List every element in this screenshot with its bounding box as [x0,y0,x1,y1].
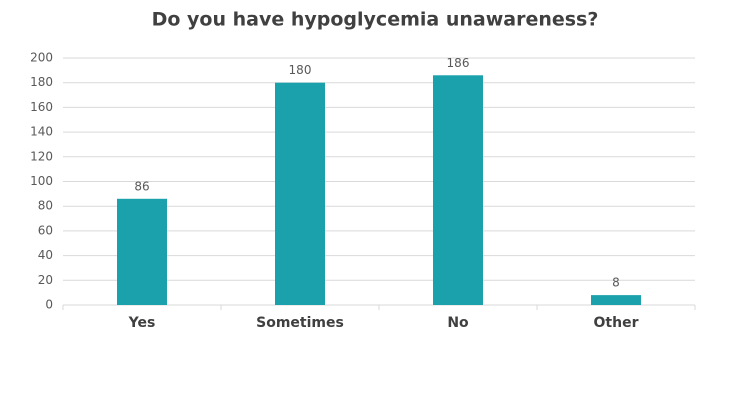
y-tick-label: 160 [30,100,53,114]
bar [433,75,483,305]
data-label: 86 [134,179,149,193]
y-tick-label: 120 [30,149,53,163]
bar [117,198,167,305]
y-tick-label: 40 [38,248,53,262]
y-tick-label: 0 [45,298,53,312]
x-tick-label: No [447,315,469,331]
bar [591,295,641,305]
x-tick-label: Other [594,315,639,331]
y-tick-label: 140 [30,125,53,139]
x-tick-label: Yes [128,315,156,331]
y-tick-label: 180 [30,75,53,89]
y-tick-label: 200 [30,51,53,65]
y-tick-label: 80 [38,199,53,213]
x-tick-label: Sometimes [256,315,344,331]
data-label: 8 [612,276,620,290]
y-tick-label: 60 [38,223,53,237]
bar [275,82,325,305]
chart-title: Do you have hypoglycemia unawareness? [152,9,599,31]
y-tick-label: 100 [30,174,53,188]
data-label: 186 [447,56,470,70]
y-tick-label: 20 [38,273,53,287]
data-label: 180 [289,63,312,77]
